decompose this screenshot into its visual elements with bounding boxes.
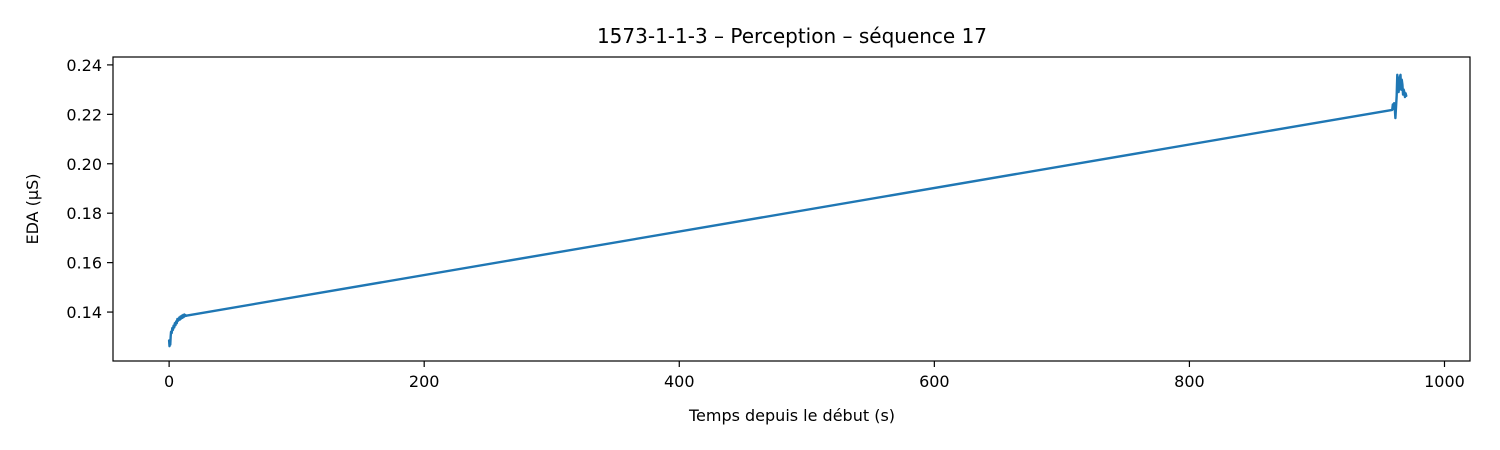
y-axis: 0.14 0.16 0.18 0.20 0.22 0.24 bbox=[66, 56, 113, 322]
x-tick-label: 0 bbox=[164, 372, 174, 391]
x-tick-label: 800 bbox=[1174, 372, 1205, 391]
plot-area bbox=[167, 73, 1408, 348]
y-tick-label: 0.24 bbox=[66, 56, 102, 75]
y-tick-label: 0.22 bbox=[66, 105, 102, 124]
y-tick-label: 0.18 bbox=[66, 204, 102, 223]
y-axis-label: EDA (µS) bbox=[23, 174, 42, 245]
x-axis: 0 200 400 600 800 1000 bbox=[164, 361, 1465, 391]
x-tick-label: 400 bbox=[664, 372, 695, 391]
x-tick-label: 600 bbox=[919, 372, 950, 391]
y-tick-label: 0.20 bbox=[66, 155, 102, 174]
x-tick-label: 200 bbox=[409, 372, 440, 391]
y-tick-label: 0.14 bbox=[66, 303, 102, 322]
chart-title: 1573-1-1-3 – Perception – séquence 17 bbox=[597, 24, 987, 48]
x-tick-label: 1000 bbox=[1424, 372, 1465, 391]
plot-frame bbox=[112, 56, 1471, 362]
x-axis-label: Temps depuis le début (s) bbox=[688, 406, 895, 425]
series-line bbox=[167, 73, 1408, 348]
y-tick-label: 0.16 bbox=[66, 254, 102, 273]
